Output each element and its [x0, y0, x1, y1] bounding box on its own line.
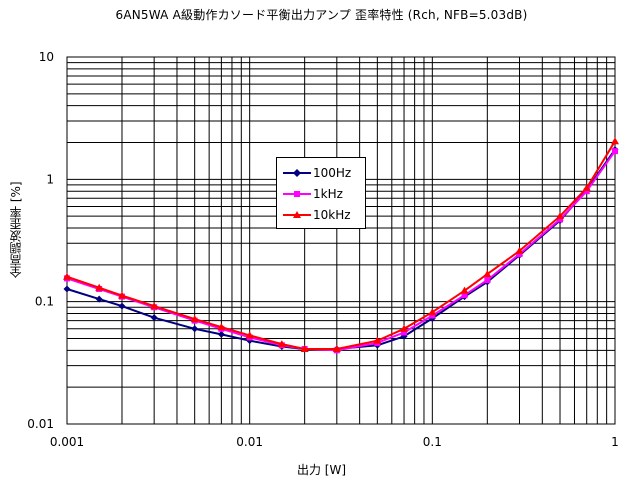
series-10khz [63, 137, 619, 353]
data-point-10khz [460, 286, 469, 294]
x-axis-label: 出力 [W] [296, 463, 347, 477]
data-point-1khz [461, 292, 468, 299]
series [63, 137, 619, 354]
x-tick-label: 0.001 [50, 435, 84, 449]
y-tick-label: 0.1 [35, 295, 54, 309]
data-point-10khz [373, 336, 382, 344]
data-point-1khz [401, 329, 408, 336]
x-tick-label: 0.01 [236, 435, 263, 449]
legend-swatch-100hz [283, 168, 311, 177]
data-point-10khz [611, 137, 619, 145]
data-point-10khz [332, 345, 341, 353]
y-tick-label: 10 [39, 50, 54, 64]
y-tick-label: 0.01 [27, 417, 54, 431]
data-point-1khz [557, 216, 564, 223]
data-point-10khz [277, 340, 286, 348]
data-point-100hz [191, 325, 199, 333]
chart-title: 6AN5WA A級動作カソード平衡出力アンプ 歪率特性 (Rch, NFB=5.… [115, 8, 528, 22]
legend-swatch-10khz [283, 210, 311, 218]
legend-entry-1khz: 1kHz [283, 183, 365, 204]
plot-frame [66, 56, 616, 425]
data-point-100hz [217, 330, 225, 338]
legend: 100Hz 1kHz 10kHz [276, 157, 366, 229]
tick-labels: 0.001 0.01 0.1 1 0.01 0.1 1 10 [27, 50, 619, 449]
plot-area [67, 57, 615, 424]
data-point-10khz [95, 283, 104, 291]
data-point-10khz [515, 246, 524, 254]
data-point-10khz [428, 308, 437, 316]
data-point-10khz [300, 345, 309, 353]
data-point-1khz [484, 277, 491, 284]
data-point-10khz [582, 183, 591, 191]
legend-swatch-1khz [283, 190, 311, 197]
data-point-1khz [612, 148, 618, 155]
data-point-100hz [63, 285, 71, 293]
data-point-1khz [516, 251, 523, 258]
data-point-10khz [217, 323, 226, 331]
y-tick-label: 1 [46, 172, 54, 186]
data-point-10khz [117, 291, 126, 299]
data-point-10khz [556, 212, 565, 220]
data-point-10khz [150, 302, 159, 310]
data-point-10khz [483, 270, 492, 278]
grid [67, 57, 615, 424]
data-point-1khz [583, 188, 590, 195]
x-tick-label: 1 [611, 435, 619, 449]
legend-label-1khz: 1kHz [313, 186, 343, 201]
data-point-100hz [95, 295, 103, 303]
legend-entry-10khz: 10kHz [283, 204, 365, 225]
y-axis-label: 全高調波歪率 [%] [9, 181, 23, 279]
data-point-10khz [400, 324, 409, 332]
data-point-10khz [245, 331, 254, 339]
data-point-100hz [118, 302, 126, 310]
legend-label-10khz: 10kHz [313, 207, 351, 222]
data-point-1khz [429, 312, 436, 319]
x-tick-label: 0.1 [423, 435, 442, 449]
data-point-10khz [190, 315, 199, 323]
legend-label-100hz: 100Hz [313, 165, 352, 180]
legend-entry-100hz: 100Hz [283, 162, 365, 183]
data-point-100hz [150, 314, 158, 322]
data-point-10khz [63, 272, 71, 280]
